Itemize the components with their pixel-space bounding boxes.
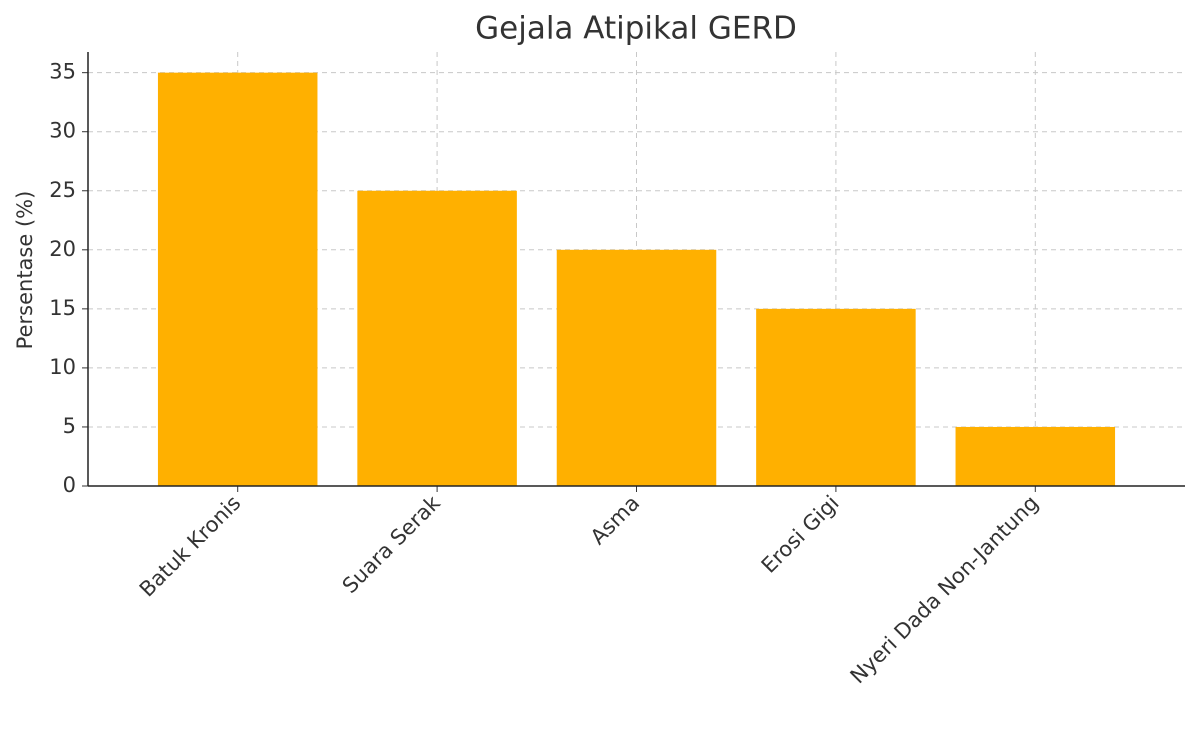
y-tick-label: 5 xyxy=(63,414,76,438)
bar xyxy=(357,190,517,486)
bar xyxy=(556,249,717,486)
y-tick-label: 35 xyxy=(49,60,76,84)
bar xyxy=(157,72,318,487)
y-axis-label: Persentase (%) xyxy=(13,191,37,350)
chart-title: Gejala Atipikal GERD xyxy=(475,11,797,47)
x-tick-label: Erosi Gigi xyxy=(757,491,844,578)
bar xyxy=(955,426,1116,486)
y-tick-label: 25 xyxy=(49,178,76,202)
x-tick-label: Suara Serak xyxy=(338,490,446,598)
y-tick-label: 0 xyxy=(63,473,76,497)
x-tick-label: Batuk Kronis xyxy=(135,491,246,602)
x-tick-label: Asma xyxy=(586,491,644,549)
y-tick-label: 15 xyxy=(49,296,76,320)
y-tick-label: 20 xyxy=(49,237,76,261)
x-tick-label: Nyeri Dada Non-Jantung xyxy=(846,491,1043,688)
y-tick-label: 30 xyxy=(49,119,76,143)
bar xyxy=(756,308,916,486)
y-tick-label: 10 xyxy=(49,355,76,379)
